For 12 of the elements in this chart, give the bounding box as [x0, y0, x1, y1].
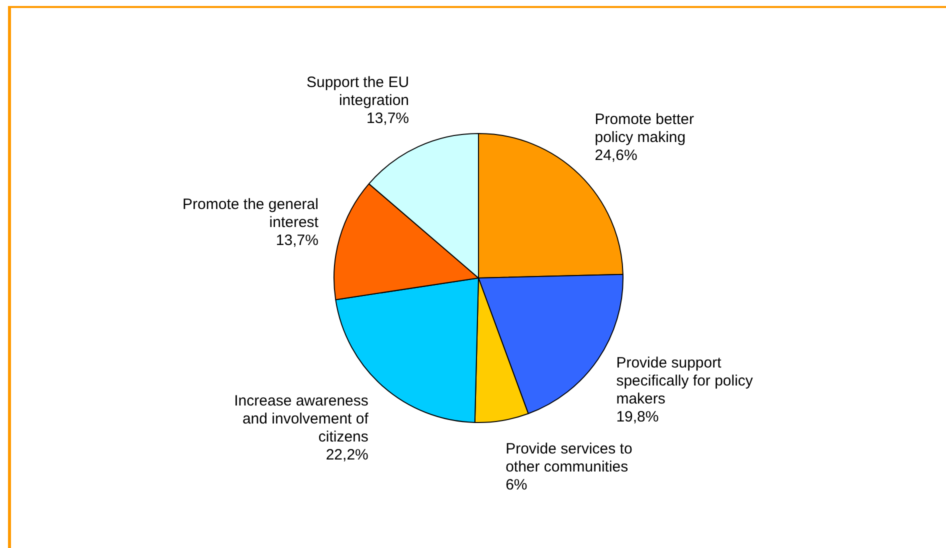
slice-label: Provide services to other communities	[506, 440, 632, 476]
slice-label: Support the EU integration	[306, 74, 410, 109]
data-label: 13,7%	[366, 110, 410, 127]
data-label: 22,2%	[326, 446, 368, 464]
data-label: 19,8%	[616, 408, 659, 426]
data-label: 6%	[506, 476, 528, 494]
slice-label: Increase awareness and involvement of citizens	[234, 392, 370, 446]
data-label: 13,7%	[276, 232, 318, 250]
slice-label: Promote the general interest	[182, 196, 320, 232]
slice-label: Promote better policy making	[594, 111, 694, 146]
data-label: 24,6%	[594, 147, 638, 164]
slice-label: Provide support specifically for policy makers	[616, 354, 754, 408]
